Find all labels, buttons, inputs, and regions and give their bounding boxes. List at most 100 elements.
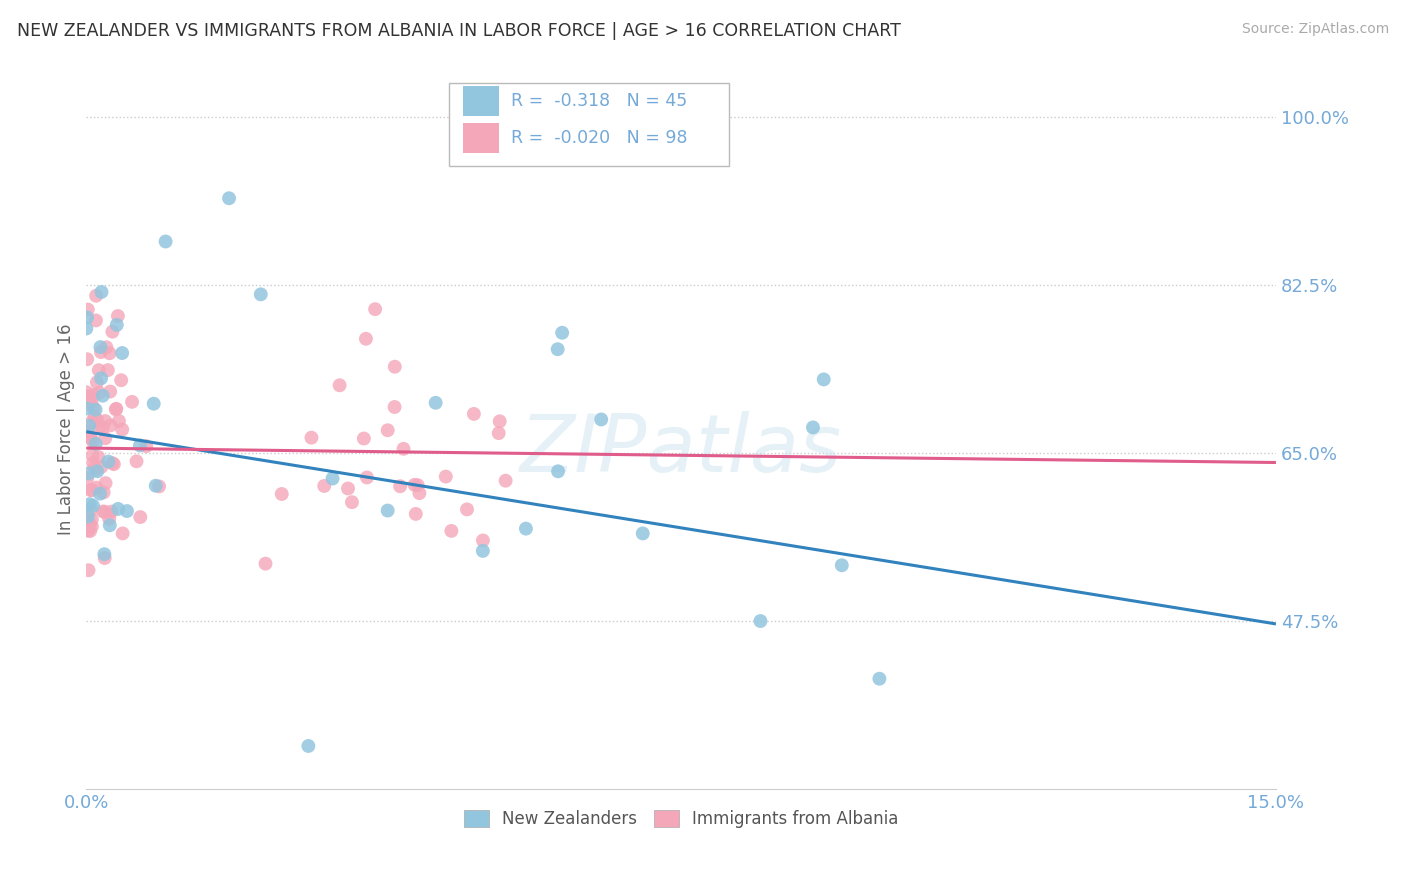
Point — [79, 391, 101, 405]
Point — [408, 486, 430, 500]
Point — [551, 326, 574, 340]
Point — [322, 471, 344, 485]
Point — [547, 342, 569, 356]
Point — [125, 454, 148, 468]
Point — [384, 359, 406, 374]
Point — [813, 372, 835, 386]
Point — [90, 371, 112, 385]
Point — [404, 478, 426, 492]
Point — [76, 302, 98, 317]
Point — [148, 479, 170, 493]
Point — [104, 402, 127, 417]
Point — [425, 396, 447, 410]
Point — [76, 401, 98, 416]
Text: R =  -0.318   N = 45: R = -0.318 N = 45 — [510, 92, 688, 110]
Point — [463, 407, 485, 421]
Point — [111, 346, 134, 360]
Point — [93, 547, 115, 561]
Point — [107, 309, 129, 323]
Point — [76, 524, 98, 538]
Point — [377, 503, 399, 517]
Point — [801, 420, 824, 434]
Point — [100, 505, 122, 519]
Point — [83, 409, 105, 424]
Point — [434, 469, 457, 483]
Point — [77, 418, 100, 433]
FancyBboxPatch shape — [464, 123, 499, 153]
Point — [86, 413, 108, 427]
Point — [86, 376, 108, 390]
Point — [89, 385, 111, 400]
Point — [87, 363, 110, 377]
Point — [495, 474, 517, 488]
Point — [76, 520, 98, 534]
Legend: New Zealanders, Immigrants from Albania: New Zealanders, Immigrants from Albania — [457, 804, 905, 835]
Point — [77, 509, 100, 524]
Point — [82, 434, 104, 449]
Point — [515, 522, 537, 536]
Point — [93, 551, 115, 566]
Point — [90, 285, 112, 299]
Point — [94, 476, 117, 491]
Point — [86, 464, 108, 478]
Point — [354, 332, 377, 346]
Point — [440, 524, 463, 538]
Point — [79, 431, 101, 445]
Point — [107, 502, 129, 516]
Point — [353, 432, 375, 446]
Point — [105, 318, 128, 332]
Point — [471, 544, 494, 558]
Point — [389, 479, 412, 493]
Point — [108, 414, 131, 428]
Point — [84, 462, 107, 476]
Point — [101, 325, 124, 339]
Point — [314, 479, 336, 493]
Point — [83, 460, 105, 475]
Point — [77, 467, 100, 481]
Point — [488, 414, 510, 428]
Point — [75, 385, 97, 400]
FancyBboxPatch shape — [449, 83, 728, 166]
Point — [364, 302, 387, 317]
Point — [82, 499, 104, 513]
Point — [79, 516, 101, 531]
Point — [115, 504, 138, 518]
Text: Source: ZipAtlas.com: Source: ZipAtlas.com — [1241, 22, 1389, 37]
Point — [97, 363, 120, 377]
Point — [129, 510, 152, 524]
Point — [94, 431, 117, 445]
Point — [80, 483, 103, 497]
Point — [340, 495, 363, 509]
Point — [406, 478, 429, 492]
Point — [94, 505, 117, 519]
Point — [93, 485, 115, 500]
Point — [89, 340, 111, 354]
Point — [79, 524, 101, 538]
Point — [82, 388, 104, 402]
Point — [84, 289, 107, 303]
Point — [98, 512, 121, 526]
Point — [90, 459, 112, 474]
Point — [254, 557, 277, 571]
Point — [91, 504, 114, 518]
Point — [456, 502, 478, 516]
Point — [82, 449, 104, 463]
Point — [79, 497, 101, 511]
Point — [97, 455, 120, 469]
Point — [547, 464, 569, 478]
Point — [155, 235, 177, 249]
Point — [105, 401, 128, 416]
Point — [297, 739, 319, 753]
Point — [76, 428, 98, 442]
Point — [91, 421, 114, 435]
Point — [218, 191, 240, 205]
Point — [76, 310, 98, 325]
Point — [121, 395, 143, 409]
Point — [76, 390, 98, 404]
Point — [129, 438, 152, 452]
Point — [631, 526, 654, 541]
Point — [80, 512, 103, 526]
Point — [77, 563, 100, 577]
Point — [87, 421, 110, 435]
Point — [80, 519, 103, 533]
